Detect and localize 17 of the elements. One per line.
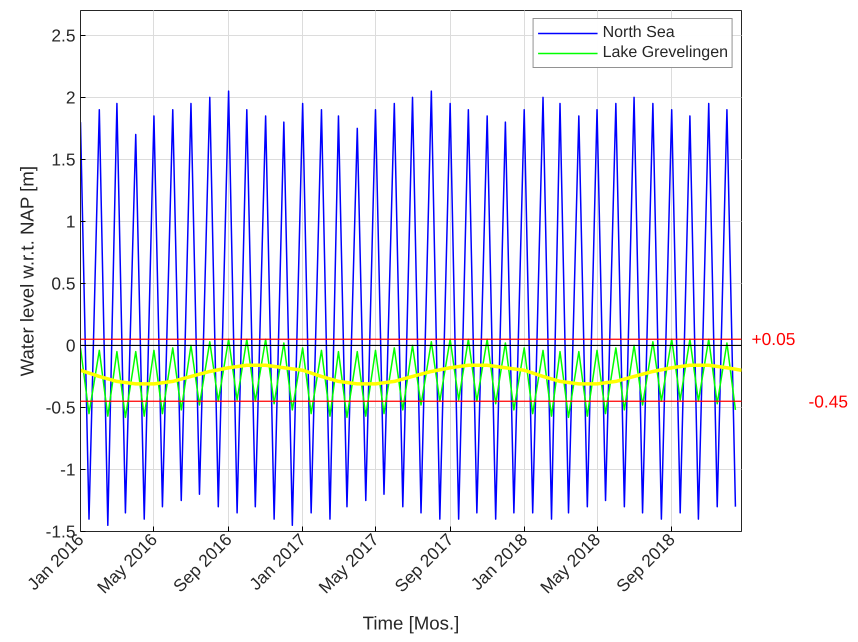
line-series: [80, 90, 736, 526]
line-series: [80, 338, 736, 418]
x-axis-title: Time [Mos.]: [362, 612, 460, 634]
legend-label: North Sea: [602, 24, 675, 42]
y-tick-label: 1.5: [51, 149, 76, 170]
y-tick-label: -0.5: [46, 397, 76, 418]
y-tick-label: 2: [66, 87, 76, 108]
ref-line-label: +0.05: [752, 329, 796, 350]
y-axis-title: Water level w.r.t. NAP [m]: [16, 166, 38, 376]
y-tick-label: -1: [60, 459, 76, 480]
legend-label: Lake Grevelingen: [602, 44, 728, 62]
line-series: [80, 364, 742, 386]
y-tick-label: 1: [66, 211, 76, 232]
y-tick-label: 0: [66, 335, 76, 356]
ref-line-label: -0.45: [808, 391, 848, 412]
y-tick-label: 0.5: [51, 273, 76, 294]
y-tick-label: 2.5: [51, 25, 76, 46]
